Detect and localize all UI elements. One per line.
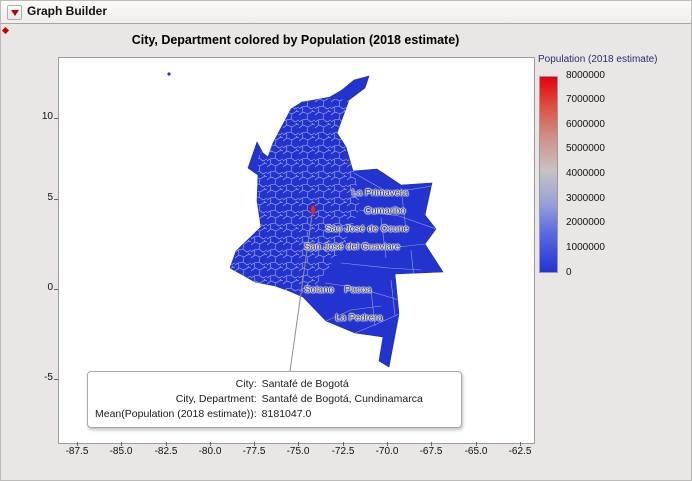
y-axis-tick-label: -5 bbox=[44, 372, 53, 383]
legend-title: Population (2018 estimate) bbox=[538, 54, 658, 65]
tooltip-leader-line bbox=[289, 214, 313, 372]
x-axis-tick-label: -77.5 bbox=[242, 446, 266, 457]
report-title: Graph Builder bbox=[27, 4, 108, 18]
x-axis-tick-label: -72.5 bbox=[331, 446, 355, 457]
x-axis-tick-label: -70.0 bbox=[375, 446, 399, 457]
city-label: La Pedrera bbox=[335, 312, 383, 324]
x-axis-tick-label: -67.5 bbox=[419, 446, 443, 457]
legend-tick-label: 4000000 bbox=[566, 168, 605, 179]
x-axis-tick-label: -65.0 bbox=[464, 446, 488, 457]
report-header: Graph Builder bbox=[1, 1, 691, 24]
x-axis-tick-label: -75.0 bbox=[286, 446, 310, 457]
city-label: Cumaribo bbox=[364, 205, 406, 217]
tooltip-row-value: Santafé de Bogotá, Cundinamarca bbox=[261, 393, 423, 405]
legend-tick-label: 2000000 bbox=[566, 217, 605, 228]
graph-title: City, Department colored by Population (… bbox=[131, 33, 460, 47]
city-label: San José del Guaviare bbox=[303, 241, 401, 253]
hover-tooltip: City: Santafé de Bogotá City, Department… bbox=[87, 371, 462, 428]
gradient-color-bar[interactable] bbox=[539, 76, 558, 273]
plot-area[interactable]: La Primavera Cumaribo San José de Ocune … bbox=[58, 57, 535, 444]
x-axis-tick-label: -62.5 bbox=[508, 446, 532, 457]
legend-tick-label: 3000000 bbox=[566, 193, 605, 204]
city-label: Pacoa bbox=[344, 284, 372, 296]
legend-bar-wrap: 8000000 7000000 6000000 5000000 4000000 … bbox=[539, 70, 689, 278]
tooltip-row-value: 8181047.0 bbox=[261, 408, 312, 420]
bogota-highlight-region[interactable] bbox=[310, 205, 316, 215]
x-axis[interactable]: -87.5 -85.0 -82.5 -80.0 -77.5 -75.0 -72.… bbox=[58, 446, 533, 460]
legend-tick-label: 8000000 bbox=[566, 70, 605, 81]
tooltip-row-value: Santafé de Bogotá bbox=[261, 378, 349, 390]
legend-tick-label: 6000000 bbox=[566, 119, 605, 130]
outline-disclosure-icon[interactable] bbox=[1, 26, 10, 35]
city-label: San José de Ocune bbox=[325, 223, 409, 235]
y-axis-tick-label: 5 bbox=[47, 192, 53, 203]
x-axis-tick-label: -82.5 bbox=[154, 446, 178, 457]
tooltip-row-label: City, Department: bbox=[175, 393, 257, 405]
city-label: La Primavera bbox=[351, 187, 409, 199]
city-label: Solano bbox=[304, 284, 334, 296]
department-borders bbox=[324, 172, 437, 334]
municipal-borders-texture bbox=[230, 98, 360, 294]
san-andres-island[interactable] bbox=[167, 72, 171, 76]
y-axis-tick-label: 10 bbox=[41, 111, 53, 122]
legend-tick-label: 5000000 bbox=[566, 143, 605, 154]
colombia-map[interactable] bbox=[59, 58, 534, 443]
legend-tick-label: 1000000 bbox=[566, 242, 605, 253]
legend-tick-label: 7000000 bbox=[566, 94, 605, 105]
legend-tick-label: 0 bbox=[566, 267, 572, 278]
red-triangle-menu-button[interactable] bbox=[7, 5, 22, 20]
x-axis-tick-label: -85.0 bbox=[109, 446, 133, 457]
y-axis-tick-label: 0 bbox=[47, 282, 53, 293]
tooltip-row-label: Mean(Population (2018 estimate)): bbox=[95, 408, 257, 420]
color-gradient-legend[interactable]: Population (2018 estimate) 8000000 70000… bbox=[538, 54, 691, 286]
x-axis-tick-label: -87.5 bbox=[65, 446, 89, 457]
tooltip-row-label: City: bbox=[235, 378, 257, 390]
x-axis-tick-label: -80.0 bbox=[198, 446, 222, 457]
red-triangle-icon bbox=[10, 9, 19, 16]
